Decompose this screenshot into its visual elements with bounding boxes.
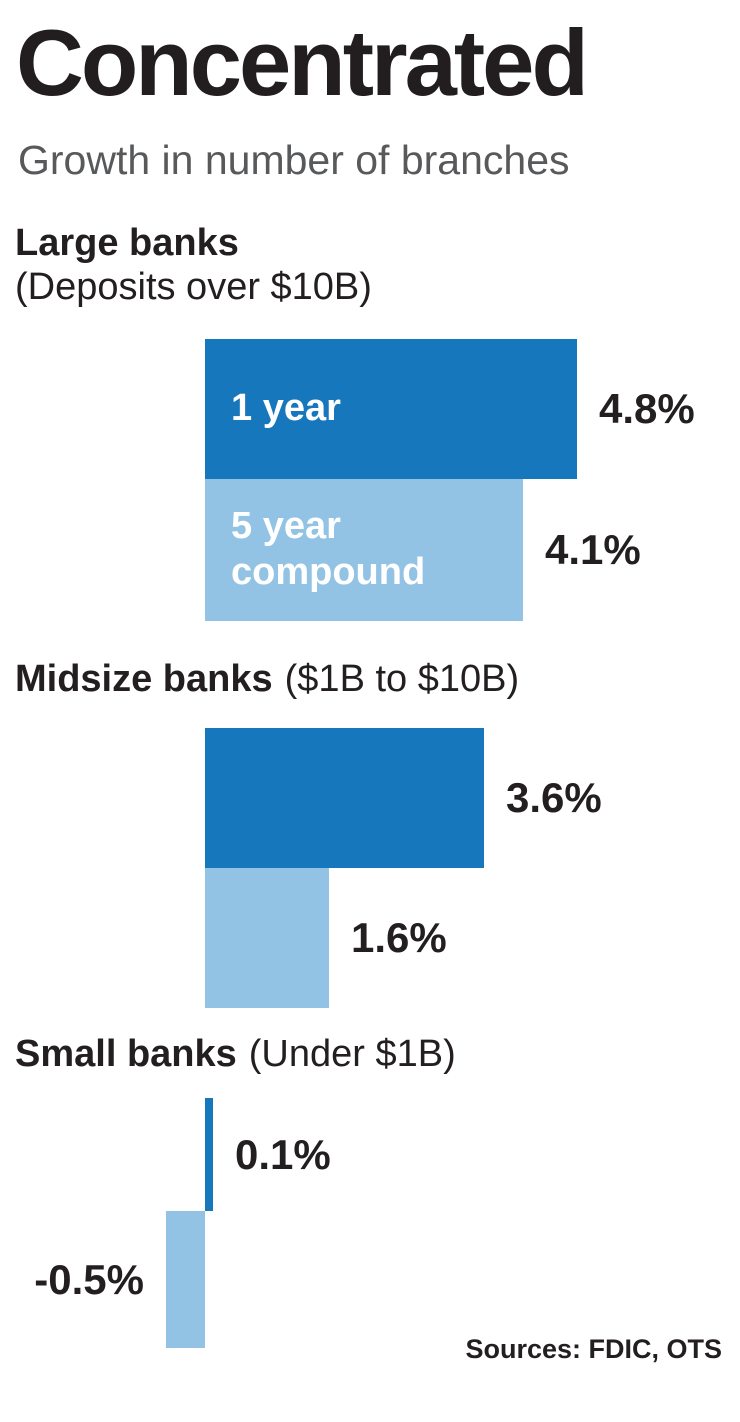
bar-area-small-banks: 0.1% -0.5%: [0, 1098, 740, 1349]
chart-title: Concentrated: [16, 10, 589, 115]
value-label-small-1-year: 0.1%: [235, 1131, 331, 1179]
value-label-midsize-5-year: 1.6%: [351, 914, 447, 962]
bar-midsize-1-year: [205, 728, 484, 869]
value-label-small-5-year: -0.5%: [34, 1256, 144, 1304]
bar-large-5-year-compound: 5 year compound: [205, 478, 523, 621]
value-label-large-5-year: 4.1%: [545, 525, 641, 573]
group-small-banks: Small banks (Under $1B) 0.1% -0.5%: [0, 1034, 740, 1349]
bar-small-1-year: [205, 1098, 213, 1212]
group-heading-large-banks: Large banks: [15, 222, 740, 265]
group-label: Large banks: [15, 222, 239, 265]
group-large-banks: Large banks (Deposits over $10B) 1 year …: [0, 222, 740, 621]
group-label: Midsize banks: [15, 657, 273, 700]
bar-inner-label-1-year: 1 year: [231, 386, 341, 429]
bar-large-1-year: 1 year: [205, 338, 577, 479]
bar-midsize-5-year-compound: [205, 868, 329, 1009]
chart-subtitle: Growth in number of branches: [18, 137, 570, 183]
bank-branch-growth-infographic: Concentrated Growth in number of branche…: [0, 10, 740, 1365]
group-midsize-banks: Midsize banks ($1B to $10B) 3.6% 1.6%: [0, 657, 740, 1009]
group-label: Small banks: [15, 1033, 237, 1076]
bar-small-5-year-compound: [166, 1211, 205, 1349]
bar-inner-label-5-year-compound: 5 year compound: [231, 505, 426, 593]
group-heading-midsize-banks: Midsize banks ($1B to $10B): [15, 657, 740, 701]
source-credit: Sources: FDIC, OTS: [465, 1334, 722, 1364]
bar-area-large-banks: 1 year 4.8% 5 year compound 4.1%: [0, 338, 740, 621]
group-qualifier: (Deposits over $10B): [15, 265, 372, 308]
value-label-large-1-year: 4.8%: [599, 384, 695, 432]
bar-area-midsize-banks: 3.6% 1.6%: [0, 728, 740, 1009]
group-qualifier: (Under $1B): [248, 1033, 456, 1076]
group-heading-small-banks: Small banks (Under $1B): [15, 1034, 740, 1076]
value-label-midsize-1-year: 3.6%: [506, 774, 602, 822]
group-qualifier: ($1B to $10B): [284, 657, 520, 700]
